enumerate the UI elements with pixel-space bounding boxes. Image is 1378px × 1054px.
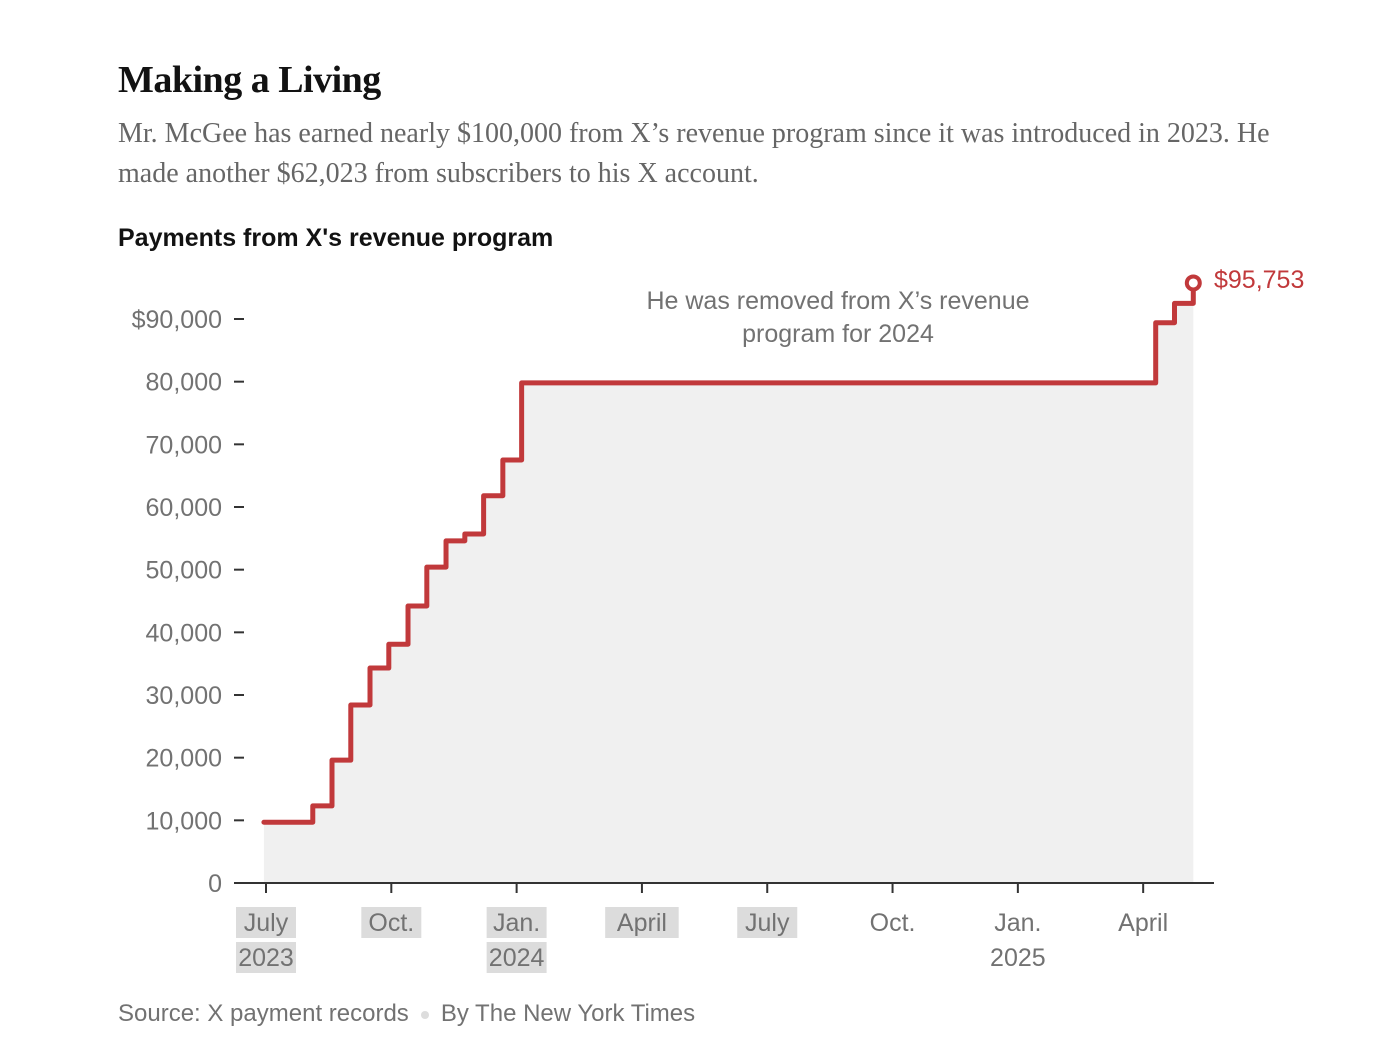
y-tick-label: 50,000: [146, 557, 222, 585]
x-tick-label: April: [617, 909, 667, 937]
x-tick-highlight: [236, 907, 296, 938]
source-note: Source: X payment records: [118, 1000, 409, 1027]
y-tick-label: $90,000: [132, 306, 222, 334]
y-tick-label: 20,000: [146, 745, 222, 773]
x-tick-label: July: [244, 909, 289, 937]
x-tick-label: Jan.: [994, 909, 1041, 937]
x-tick-year-label: 2023: [238, 944, 294, 972]
x-tick-highlight: [486, 907, 547, 938]
removal-annotation: He was removed from X’s revenue program …: [646, 287, 1030, 348]
end-point-marker: [1184, 274, 1202, 292]
y-tick-label: 30,000: [146, 682, 222, 710]
x-tick-label: Jan.: [493, 909, 540, 937]
x-tick-highlight: [486, 942, 547, 973]
x-tick-label: July: [745, 909, 790, 937]
x-tick-label: Oct.: [870, 909, 916, 937]
x-tick-highlight: [361, 907, 422, 938]
x-tick-highlight: [737, 907, 798, 938]
page-subtitle: Mr. McGee has earned nearly $100,000 fro…: [118, 118, 1270, 189]
x-tick-year-label: 2024: [489, 944, 545, 972]
y-tick-label: 80,000: [146, 369, 222, 397]
footer: Source: X payment records By The New York…: [118, 1000, 695, 1028]
x-tick-year-label: 2025: [990, 944, 1046, 972]
x-tick-highlight: [605, 907, 679, 938]
page-title: Making a Living: [118, 59, 381, 101]
y-tick-label: 0: [208, 870, 222, 898]
x-tick-highlight: [236, 942, 296, 973]
y-tick-label: 70,000: [146, 431, 222, 459]
x-tick-label: April: [1118, 909, 1168, 937]
x-tick-label: Oct.: [368, 909, 414, 937]
y-tick-label: 40,000: [146, 619, 222, 647]
area-fill: [263, 282, 1194, 883]
end-value-label: $95,753: [1214, 266, 1305, 294]
y-tick-label: 10,000: [146, 807, 222, 835]
byline: By The New York Times: [440, 1000, 696, 1027]
payments-step-line: [261, 280, 1196, 825]
chart-title: Payments from X's revenue program: [118, 224, 554, 252]
separator-dot: [420, 1010, 429, 1019]
y-tick-label: 60,000: [146, 494, 222, 522]
